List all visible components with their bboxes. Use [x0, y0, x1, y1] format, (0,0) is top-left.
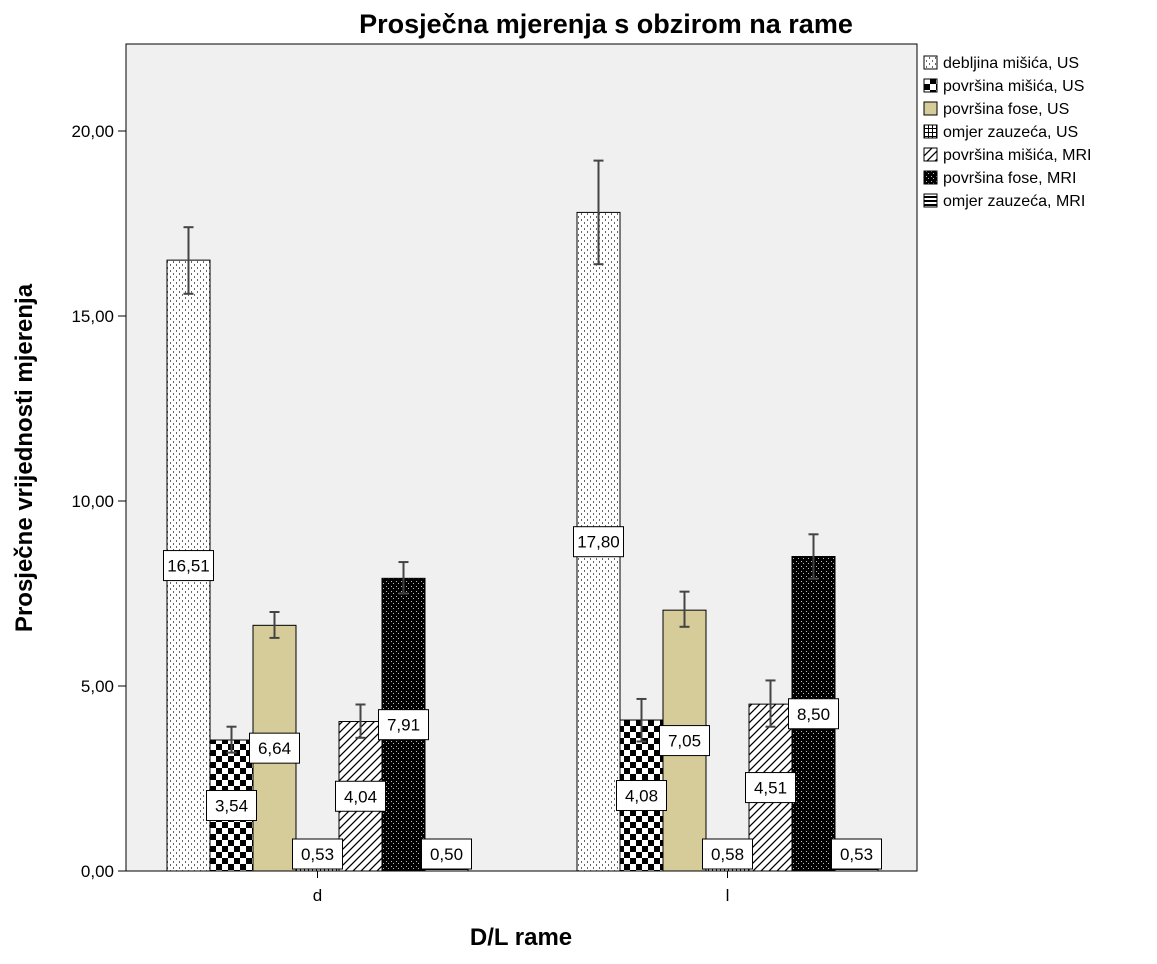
data-labels-group: 16,51 3,54 6,64 0,53 4,04 7,91 0,50 17,80 4,08 7,…	[163, 526, 882, 870]
data-label-box	[659, 725, 710, 757]
legend-label: površina fose, MRI	[943, 170, 1076, 187]
data-label: 0,53	[301, 845, 334, 864]
data-label: 6,64	[258, 739, 291, 758]
x-tick-label: d	[313, 886, 322, 905]
data-label-box	[206, 790, 257, 822]
y-tick-label: 10,00	[71, 492, 114, 511]
data-label-box	[616, 780, 667, 812]
legend-swatch	[923, 78, 938, 93]
legend: debljina mišića, US površina mišića, US po…	[923, 55, 1091, 210]
y-tick-label: 15,00	[71, 307, 114, 326]
data-label-box	[745, 772, 796, 804]
data-label: 7,05	[668, 732, 701, 751]
y-tick-label: 5,00	[81, 677, 114, 696]
y-tick-label: 0,00	[81, 862, 114, 881]
data-label: 4,08	[625, 787, 658, 806]
data-label-box	[249, 732, 300, 764]
data-label: 16,51	[167, 557, 210, 576]
data-label: 0,50	[430, 845, 463, 864]
legend-label: površina mišića, US	[943, 78, 1084, 95]
data-label-box	[831, 838, 882, 870]
x-axis-title: D/L rame	[470, 924, 572, 951]
legend-label: omjer zauzeća, US	[943, 124, 1078, 141]
legend-label: omjer zauzeća, MRI	[943, 193, 1085, 210]
data-label-box	[573, 526, 624, 558]
data-label-box	[421, 838, 472, 870]
data-label: 4,51	[754, 779, 787, 798]
legend-label: površina fose, US	[943, 101, 1069, 118]
legend-swatch	[923, 193, 938, 208]
data-label: 17,80	[577, 533, 620, 552]
chart-title: Prosječna mjerenja s obzirom na rame	[359, 9, 853, 39]
legend-swatch	[923, 170, 938, 185]
legend-label: površina mišića, MRI	[943, 147, 1091, 164]
data-label-box	[335, 780, 386, 812]
legend-swatch	[923, 147, 938, 162]
y-axis-title: Prosječne vrijednosti mjerenja	[11, 283, 38, 632]
legend-label: debljina mišića, US	[943, 55, 1079, 72]
data-label-box	[702, 838, 753, 870]
data-label-box	[163, 550, 214, 582]
data-label: 3,54	[215, 797, 248, 816]
x-tick-label: l	[726, 886, 730, 905]
data-label: 0,58	[711, 845, 744, 864]
data-label: 0,53	[840, 845, 873, 864]
data-label: 7,91	[387, 716, 420, 735]
data-label-box	[378, 709, 429, 741]
legend-swatch	[923, 124, 938, 139]
data-label-box	[292, 838, 343, 870]
data-label-box	[788, 698, 839, 730]
y-axis: 0,00 5,00 10,00 15,00 20,00	[71, 122, 126, 881]
data-label: 8,50	[797, 705, 830, 724]
legend-swatch	[923, 55, 938, 70]
y-tick-label: 20,00	[71, 122, 114, 141]
legend-swatch	[923, 101, 938, 116]
data-label: 4,04	[344, 787, 377, 806]
